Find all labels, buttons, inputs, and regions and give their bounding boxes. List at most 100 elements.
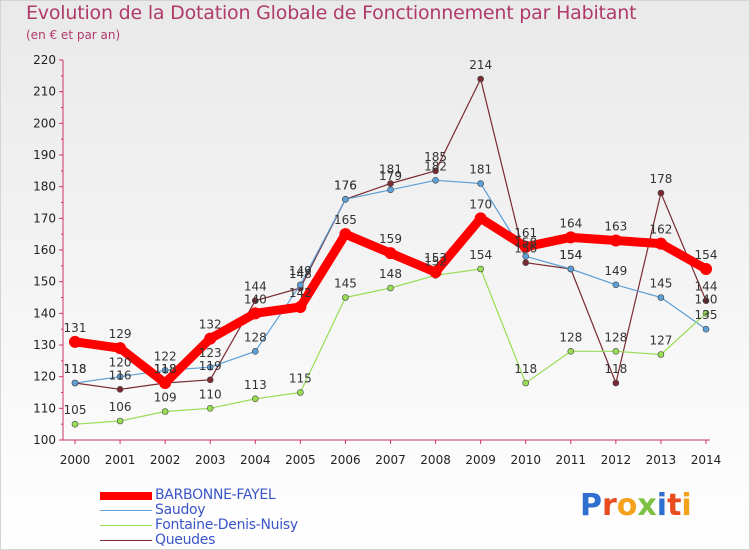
point-saudoy-2014 <box>702 325 710 333</box>
x-tick-label-2002: 2002 <box>150 453 181 467</box>
data-label-queudes-2013: 178 <box>649 172 672 186</box>
point-barbonne-fayel-2014 <box>700 263 712 275</box>
point-saudoy-2013 <box>657 294 665 301</box>
legend-label-saudoy: Saudoy <box>155 502 206 518</box>
data-label-barbonne-fayel-2005: 142 <box>289 286 312 300</box>
data-label-barbonne-fayel-2007: 159 <box>379 232 402 246</box>
data-label-saudoy-2001: 120 <box>109 356 132 370</box>
point-saudoy-2010 <box>522 253 530 260</box>
x-tick-label-2005: 2005 <box>285 453 316 467</box>
data-label-fontaine-denis-nuisy-2005: 115 <box>289 372 312 386</box>
point-barbonne-fayel-2007 <box>384 247 397 260</box>
x-tick-label-2009: 2009 <box>465 453 496 467</box>
point-saudoy-2000 <box>71 379 79 387</box>
point-fontaine-denis-nuisy-2005 <box>297 389 304 396</box>
point-queudes-2001 <box>116 386 124 393</box>
data-label-queudes-2002: 118 <box>154 362 177 376</box>
data-label-saudoy-2009: 181 <box>469 163 492 177</box>
point-saudoy-2011 <box>567 265 575 273</box>
data-label-fontaine-denis-nuisy-2001: 106 <box>109 400 132 414</box>
y-tick-label-190: 190 <box>33 148 56 162</box>
data-label-barbonne-fayel-2001: 129 <box>109 327 132 341</box>
data-label-barbonne-fayel-2012: 163 <box>604 220 627 234</box>
data-label-saudoy-2011: 154 <box>559 248 582 262</box>
logo-letter-i: i <box>656 488 668 523</box>
data-label-fontaine-denis-nuisy-2010: 118 <box>514 362 537 376</box>
data-label-saudoy-2010: 158 <box>514 235 537 249</box>
point-saudoy-2002 <box>161 367 169 374</box>
data-label-fontaine-denis-nuisy-2007: 148 <box>379 267 402 281</box>
data-label-queudes-2005: 148 <box>289 267 312 281</box>
point-fontaine-denis-nuisy-2003 <box>206 405 214 412</box>
point-fontaine-denis-nuisy-2011 <box>567 348 575 355</box>
legend-label-queudes: Queudes <box>155 532 216 548</box>
point-fontaine-denis-nuisy-2007 <box>387 284 394 292</box>
y-tick-label-120: 120 <box>33 370 56 384</box>
data-label-queudes-2012: 118 <box>604 362 627 376</box>
legend-item-queudes: Queudes <box>100 532 360 548</box>
legend-item-fontaine-denis-nuisy: Fontaine-Denis-Nuisy <box>100 517 360 533</box>
data-label-fontaine-denis-nuisy-2009: 154 <box>469 248 492 262</box>
y-tick-label-110: 110 <box>33 401 56 415</box>
logo-letter-t: t <box>667 488 682 523</box>
point-queudes-2009 <box>477 75 484 83</box>
point-fontaine-denis-nuisy-2000 <box>71 420 79 428</box>
logo-letter-r: r <box>602 488 617 523</box>
legend-label-fontaine-denis-nuisy: Fontaine-Denis-Nuisy <box>155 517 298 533</box>
x-tick-label-2012: 2012 <box>601 453 632 467</box>
logo-letter-p: P <box>580 488 602 523</box>
point-barbonne-fayel-2002 <box>159 377 172 389</box>
data-label-saudoy-2014: 135 <box>695 308 718 322</box>
legend-item-barbonne-fayel: BARBONNE-FAYEL <box>100 487 360 503</box>
data-label-queudes-2006: 176 <box>334 178 357 192</box>
data-label-barbonne-fayel-2004: 140 <box>244 292 267 306</box>
legend-swatch-barbonne-fayel <box>100 492 152 500</box>
data-label-queudes-2008: 185 <box>424 150 447 164</box>
point-barbonne-fayel-2009 <box>474 212 487 225</box>
point-barbonne-fayel-2005 <box>294 301 307 313</box>
chart-subtitle: (en € et par an) <box>26 28 121 42</box>
data-label-queudes-2007: 181 <box>379 163 402 177</box>
data-label-queudes-2004: 144 <box>244 280 267 294</box>
y-tick-label-210: 210 <box>33 85 56 99</box>
point-fontaine-denis-nuisy-2014 <box>702 310 710 317</box>
y-tick-label-170: 170 <box>33 211 56 225</box>
data-label-queudes-2000: 118 <box>64 362 87 376</box>
point-fontaine-denis-nuisy-2006 <box>342 294 349 301</box>
logo-letter-x: x <box>637 488 657 523</box>
y-tick-label-220: 220 <box>33 53 56 67</box>
point-fontaine-denis-nuisy-2012 <box>612 348 620 355</box>
point-barbonne-fayel-2000 <box>69 335 81 348</box>
data-label-fontaine-denis-nuisy-2004: 113 <box>244 378 267 392</box>
point-saudoy-2001 <box>116 373 124 380</box>
point-fontaine-denis-nuisy-2002 <box>161 408 169 415</box>
data-label-saudoy-2002: 122 <box>154 349 177 363</box>
data-label-saudoy-2005: 149 <box>289 264 312 278</box>
data-label-saudoy-2006: 176 <box>334 178 357 192</box>
legend: BARBONNE-FAYEL Saudoy Fontaine-Denis-Nui… <box>100 487 360 548</box>
data-label-fontaine-denis-nuisy-2011: 128 <box>559 330 582 344</box>
x-tick-label-2013: 2013 <box>646 453 677 467</box>
data-label-barbonne-fayel-2003: 132 <box>199 318 222 332</box>
data-label-fontaine-denis-nuisy-2000: 105 <box>64 403 87 417</box>
point-barbonne-fayel-2004 <box>249 307 262 320</box>
y-tick-label-150: 150 <box>33 275 56 289</box>
data-label-queudes-2003: 119 <box>199 359 222 373</box>
data-label-queudes-2014: 144 <box>695 280 718 294</box>
point-saudoy-2012 <box>612 281 620 289</box>
x-tick-label-2004: 2004 <box>240 453 271 467</box>
data-label-queudes-2011: 154 <box>559 248 582 262</box>
point-fontaine-denis-nuisy-2013 <box>657 351 665 358</box>
y-tick-label-200: 200 <box>33 116 56 130</box>
legend-label-barbonne-fayel: BARBONNE-FAYEL <box>155 487 276 503</box>
point-saudoy-2007 <box>387 186 394 194</box>
data-label-saudoy-2004: 128 <box>244 330 267 344</box>
point-barbonne-fayel-2013 <box>654 237 667 250</box>
point-barbonne-fayel-2008 <box>429 266 442 279</box>
point-barbonne-fayel-2010 <box>519 240 532 253</box>
point-fontaine-denis-nuisy-2001 <box>116 417 124 425</box>
point-barbonne-fayel-2012 <box>609 234 622 247</box>
data-label-barbonne-fayel-2008: 153 <box>424 251 447 265</box>
x-tick-label-2007: 2007 <box>375 453 406 467</box>
point-saudoy-2003 <box>206 363 214 371</box>
